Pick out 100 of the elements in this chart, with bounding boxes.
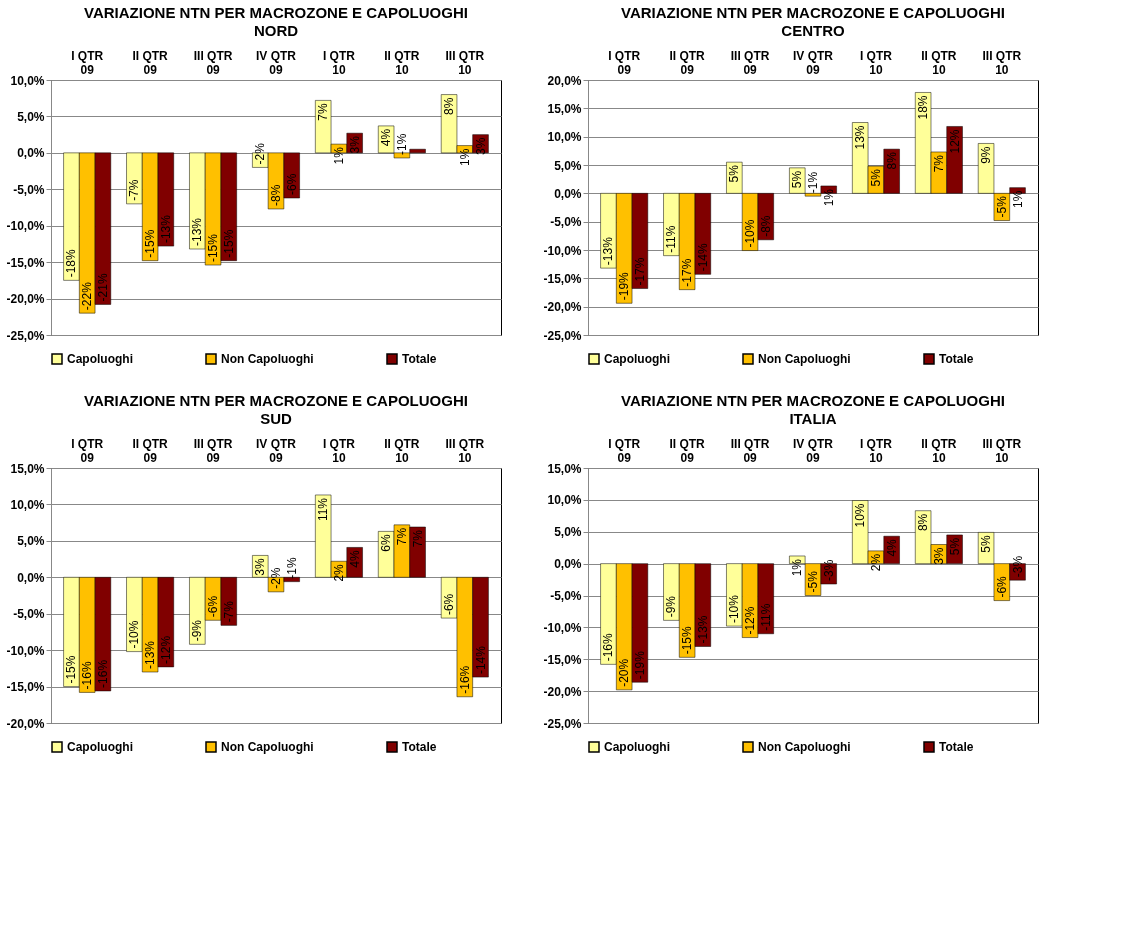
x-tick-label: III QTR 09 — [730, 436, 770, 465]
data-label: -1% — [806, 171, 820, 194]
y-tick-label: 20,0% — [547, 73, 582, 88]
chart-title: VARIAZIONE NTN PER MACROZONE E CAPOLUOGHI — [84, 4, 468, 21]
y-tick-label: 10,0% — [10, 497, 45, 512]
data-label: -8% — [269, 184, 283, 206]
data-label: 1% — [790, 558, 805, 577]
x-tick-label: I QTR 09 — [71, 48, 104, 77]
legend-label: Totale — [402, 352, 437, 366]
y-tick-label: -10,0% — [543, 620, 582, 635]
data-label: -17% — [632, 257, 647, 286]
data-label: -15% — [143, 229, 158, 258]
data-label: 8% — [884, 151, 899, 170]
y-tick-label: 15,0% — [547, 101, 582, 116]
data-label: 5% — [790, 170, 805, 189]
data-label: 1% — [331, 146, 346, 165]
data-label: -16% — [95, 659, 110, 688]
legend-label: Capoluoghi — [604, 352, 670, 366]
legend-label: Non Capoluoghi — [758, 740, 851, 754]
y-tick-label: -10,0% — [6, 643, 45, 658]
y-tick-label: -5,0% — [550, 215, 582, 230]
y-tick-label: -25,0% — [543, 716, 582, 731]
data-label: 4% — [884, 538, 899, 557]
data-label: 18% — [916, 95, 931, 120]
x-tick-label: II QTR 10 — [384, 48, 420, 77]
data-label: -5% — [994, 195, 1009, 218]
data-label: -5% — [806, 570, 820, 593]
data-label: 8% — [916, 513, 931, 532]
data-label: -14% — [473, 645, 488, 675]
legend-label: Totale — [939, 352, 974, 366]
data-label: 1% — [1010, 190, 1025, 209]
data-label: -13% — [158, 214, 173, 244]
data-label: -10% — [127, 620, 142, 649]
y-tick-label: 0,0% — [554, 557, 582, 572]
y-tick-label: 0,0% — [17, 570, 45, 585]
x-tick-label: III QTR 09 — [193, 48, 233, 77]
x-tick-label: II QTR 10 — [384, 436, 420, 465]
data-label: -15% — [64, 655, 79, 684]
legend-label: Non Capoluoghi — [221, 740, 314, 754]
x-tick-label: I QTR 10 — [859, 48, 893, 77]
legend-label: Non Capoluoghi — [758, 352, 851, 366]
data-label: 5% — [947, 537, 962, 556]
legend-label: Totale — [939, 740, 974, 754]
x-tick-label: III QTR 10 — [445, 48, 485, 77]
x-tick-label: III QTR 09 — [193, 436, 233, 465]
x-tick-label: II QTR 10 — [921, 48, 957, 77]
data-label: 3% — [347, 135, 362, 154]
data-label: 4% — [379, 128, 394, 147]
data-label: -18% — [64, 249, 79, 278]
x-tick-label: I QTR 10 — [322, 48, 356, 77]
y-tick-label: -15,0% — [6, 255, 45, 270]
chart-subtitle: ITALIA — [789, 410, 837, 427]
data-label: 1% — [821, 188, 836, 207]
y-tick-label: -15,0% — [543, 271, 582, 286]
data-label: -1% — [394, 133, 409, 155]
data-label: -8% — [758, 215, 773, 237]
data-label: -9% — [190, 619, 205, 642]
data-label: -13% — [695, 615, 710, 644]
data-label: -10% — [743, 219, 758, 248]
x-tick-label: I QTR 09 — [608, 436, 641, 465]
y-tick-label: 5,0% — [17, 109, 45, 124]
x-tick-label: I QTR 09 — [71, 436, 104, 465]
chart-title: VARIAZIONE NTN PER MACROZONE E CAPOLUOGHI — [621, 4, 1005, 21]
data-label: -13% — [143, 640, 158, 669]
data-label: -16% — [457, 665, 472, 694]
legend-label: Capoluoghi — [67, 740, 133, 754]
data-label: -11% — [664, 225, 679, 253]
data-label: 1% — [457, 148, 472, 166]
x-tick-label: IV QTR 09 — [255, 436, 297, 465]
y-tick-label: 10,0% — [10, 73, 45, 88]
data-label: -22% — [80, 281, 95, 311]
y-tick-label: -20,0% — [6, 292, 45, 307]
y-tick-label: -5,0% — [13, 607, 45, 622]
chart-title: VARIAZIONE NTN PER MACROZONE E CAPOLUOGHI — [84, 392, 468, 409]
y-tick-label: -20,0% — [543, 300, 582, 315]
x-tick-label: II QTR 09 — [132, 436, 169, 465]
data-label: 5% — [868, 168, 883, 187]
data-label: 2% — [868, 553, 883, 572]
y-tick-label: 0,0% — [17, 146, 45, 161]
data-label: -7% — [127, 179, 142, 201]
x-tick-label: I QTR 09 — [608, 48, 641, 77]
data-label: 3% — [931, 547, 946, 565]
x-tick-label: I QTR 10 — [322, 436, 356, 465]
data-label: 8% — [442, 97, 457, 115]
data-label: 3% — [473, 137, 488, 155]
data-label: -7% — [221, 600, 236, 623]
y-tick-label: 10,0% — [547, 493, 582, 508]
data-label: 2% — [331, 563, 346, 582]
data-label: -13% — [190, 217, 205, 247]
x-tick-label: IV QTR 09 — [792, 436, 834, 465]
data-label: -11% — [758, 603, 773, 631]
x-tick-label: IV QTR 09 — [255, 48, 297, 77]
data-label: -3% — [1010, 555, 1025, 578]
x-tick-label: IV QTR 09 — [792, 48, 834, 77]
data-label: -2% — [269, 567, 283, 589]
data-label: -6% — [994, 575, 1009, 598]
data-label: -10% — [727, 594, 742, 624]
y-tick-label: -15,0% — [543, 652, 582, 667]
y-tick-label: -20,0% — [6, 716, 45, 731]
x-tick-label: II QTR 09 — [669, 436, 706, 465]
